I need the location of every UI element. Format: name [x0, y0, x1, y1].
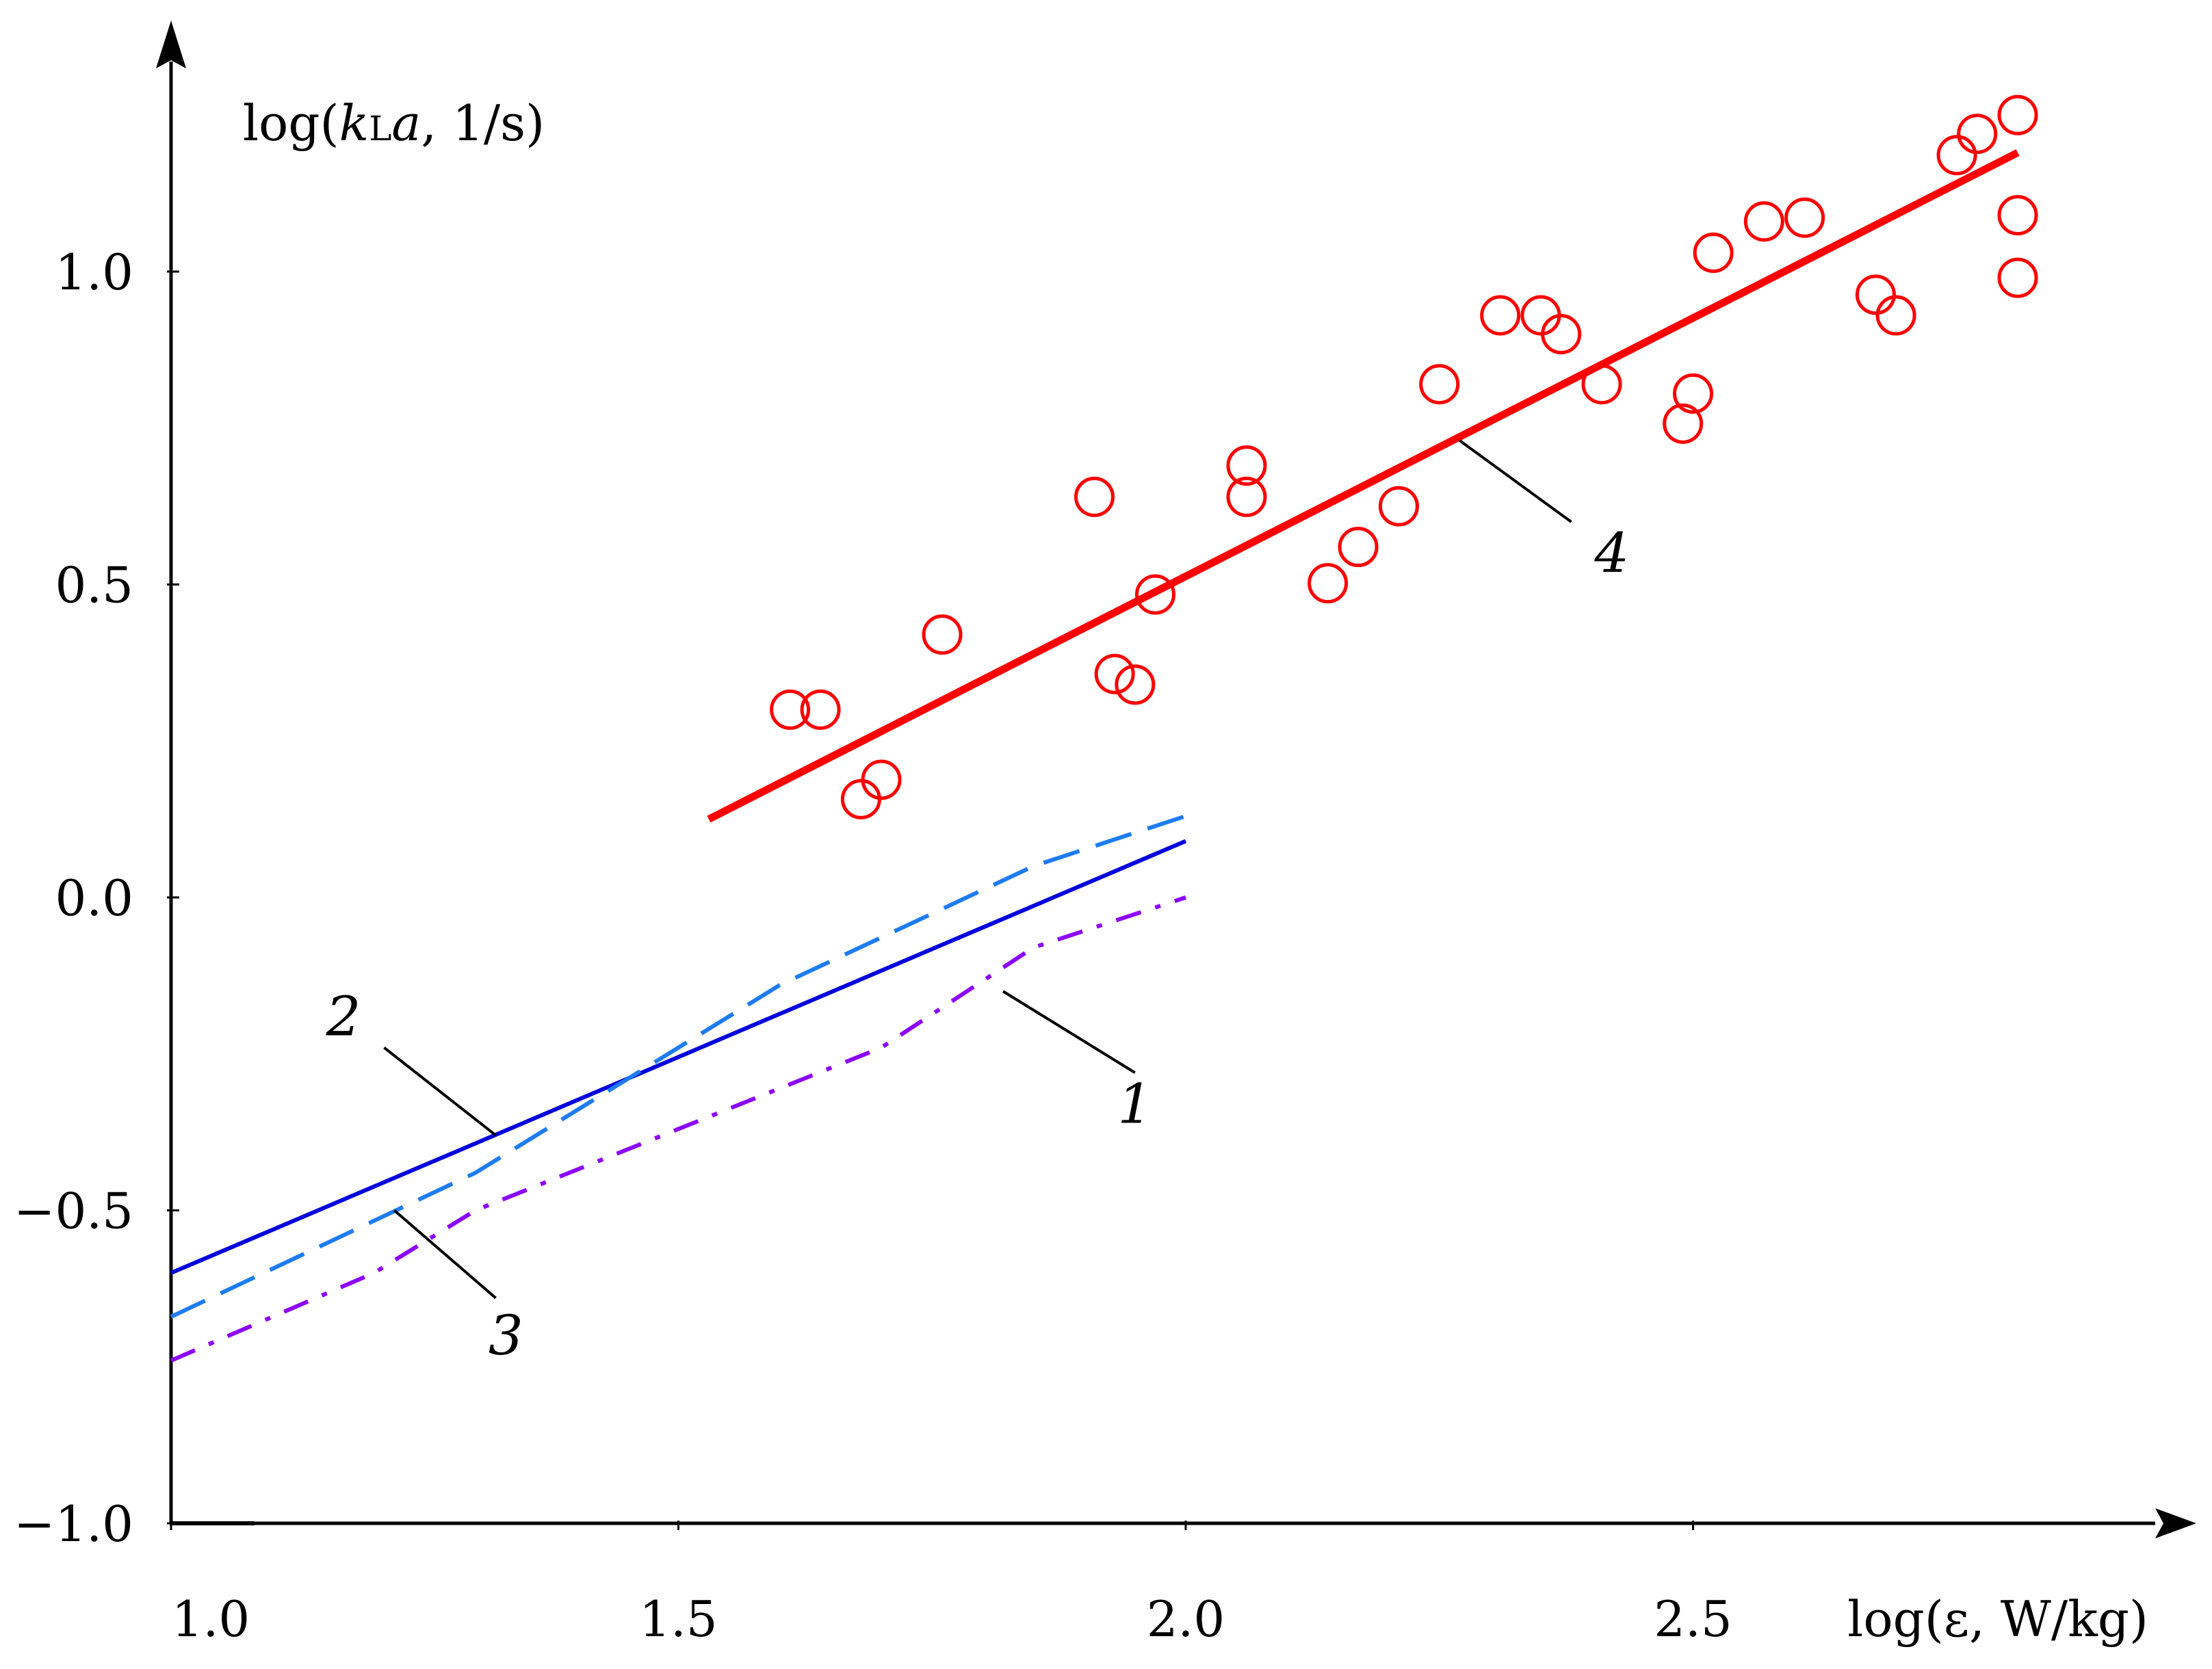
scatter-point: [1997, 195, 2038, 236]
y-axis-arrowhead: [156, 21, 186, 68]
scatter-point: [1997, 94, 2038, 135]
y-ticks: −1.0 −0.5 0.0 0.5 1.0: [14, 244, 179, 1553]
scatter-point: [922, 614, 963, 655]
scatter-point: [1673, 373, 1713, 414]
scatter-point: [770, 689, 811, 730]
x-ticks: 1.0 1.5 2.0 2.5: [170, 1521, 1732, 1648]
x-axis-title: log(ε, W/kg): [1847, 1590, 2148, 1648]
y-axis-title-k: k: [339, 94, 369, 152]
y-axis-title-subscript: L: [369, 109, 391, 148]
series-2-label: 2: [326, 984, 361, 1048]
y-axis-title-a: a: [391, 94, 421, 152]
y-axis-title: log(kLa, 1/s): [243, 94, 545, 152]
y-tick-label: 0.0: [55, 869, 133, 927]
y-axis-title-prefix: log(: [243, 94, 339, 152]
scatter-point: [1997, 257, 2038, 298]
scatter-point: [1115, 664, 1156, 705]
y-tick-label: −1.0: [14, 1495, 133, 1553]
series-3-leader: [393, 1209, 497, 1300]
scatter-point: [1480, 295, 1521, 336]
scatter-point: [1936, 135, 1977, 176]
scatter-point: [1875, 295, 1916, 336]
series-1-line: [170, 895, 1186, 1363]
series-4-line: [707, 149, 2020, 823]
scatter-point: [1378, 486, 1419, 527]
y-tick-label: 1.0: [55, 244, 133, 301]
series-2-leader: [383, 1047, 497, 1137]
scatter-point: [1226, 445, 1267, 486]
scatter-point: [840, 778, 881, 819]
scatter-point: [1094, 653, 1135, 694]
x-axis-arrowhead: [2155, 1508, 2196, 1538]
scatter-point: [1743, 201, 1784, 242]
series-3-label: 3: [489, 1304, 523, 1367]
scatter-point: [1541, 314, 1582, 354]
scatter-point: [1693, 233, 1734, 274]
series-2-line: [170, 839, 1187, 1275]
scatter-point: [1957, 114, 1998, 155]
y-tick-label: 0.5: [55, 557, 133, 614]
x-tick-label: 1.5: [639, 1590, 718, 1648]
scatter-point: [1307, 563, 1349, 604]
y-axis-title-suffix: , 1/s): [421, 94, 545, 152]
scatter-point: [1663, 403, 1704, 444]
scatter-point: [1784, 197, 1825, 238]
series-3-line: [170, 814, 1186, 1319]
scatter-point: [1855, 274, 1896, 315]
scatter-point: [800, 689, 841, 730]
series-annotations: 1 2 3 4: [326, 439, 1629, 1367]
scatter-point: [861, 759, 902, 800]
x-tick-label: 1.0: [172, 1590, 250, 1648]
scatter-point: [1581, 364, 1622, 405]
series-1-label: 1: [1117, 1072, 1152, 1135]
scatter-point: [1338, 527, 1379, 568]
x-tick-label: 2.5: [1654, 1590, 1732, 1648]
series-lines: [170, 149, 2020, 1363]
scatter-point: [1074, 476, 1115, 517]
y-tick-label: −0.5: [14, 1183, 133, 1240]
x-tick-label: 2.0: [1147, 1590, 1225, 1648]
series-4-leader: [1459, 439, 1572, 523]
scatter-point: [1419, 364, 1460, 405]
scatter-point: [1135, 574, 1176, 615]
scatter-points: [770, 94, 2038, 819]
series-4-label: 4: [1593, 521, 1629, 585]
scatter-point: [1226, 476, 1267, 517]
series-1-leader: [1002, 990, 1136, 1074]
